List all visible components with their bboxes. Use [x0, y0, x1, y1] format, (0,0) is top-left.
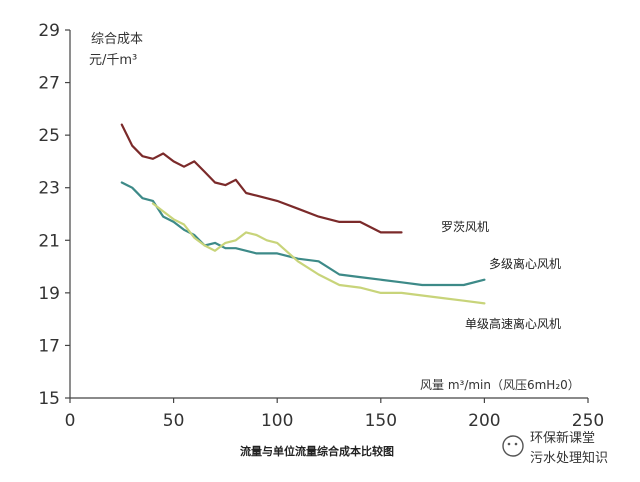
- y-tick-label: 19: [38, 284, 60, 304]
- label-layer: 综合成本 元/千m³ 罗茨风机 多级离心风机 单级高速离心风机 风量 m³/mi…: [89, 32, 580, 458]
- series-label-multistage-blower: 多级离心风机: [489, 256, 561, 271]
- x-tick-label: 0: [65, 411, 76, 431]
- watermark-line1: 环保新课堂: [530, 430, 595, 446]
- watermark: 环保新课堂 污水处理知识: [502, 430, 608, 466]
- y-axis-title-line2: 元/千m³: [89, 53, 137, 68]
- wechat-icon: [502, 435, 524, 457]
- x-tick-label: 50: [163, 411, 185, 431]
- x-axis-title: 风量 m³/min（风压6mH₂0）: [420, 378, 580, 392]
- series-line-1: [120, 181, 486, 287]
- series-layer: [120, 123, 486, 305]
- watermark-line2: 污水处理知识: [530, 450, 608, 466]
- series-line-0: [120, 123, 403, 234]
- axes: 15 17 19 21 23 25 27 29 0 50 100 150 200 250: [38, 21, 604, 431]
- x-tick-label: 150: [365, 411, 397, 431]
- y-axis-title-line1: 综合成本: [91, 32, 143, 47]
- y-tick-label: 15: [38, 389, 60, 409]
- series-line-2: [151, 202, 486, 305]
- x-tick-label: 200: [468, 411, 500, 431]
- series-label-single-stage-blower: 单级高速离心风机: [465, 316, 561, 331]
- y-tick-label: 29: [38, 21, 60, 41]
- series-label-roots-blower: 罗茨风机: [441, 220, 489, 234]
- x-tick-label: 250: [572, 411, 604, 431]
- y-tick-label: 17: [38, 336, 60, 356]
- chart-caption: 流量与单位流量综合成本比较图: [240, 444, 394, 458]
- x-tick-label: 100: [261, 411, 293, 431]
- y-tick-label: 27: [38, 74, 60, 94]
- y-tick-label: 23: [38, 179, 60, 199]
- y-tick-label: 21: [38, 231, 60, 251]
- y-tick-label: 25: [38, 126, 60, 146]
